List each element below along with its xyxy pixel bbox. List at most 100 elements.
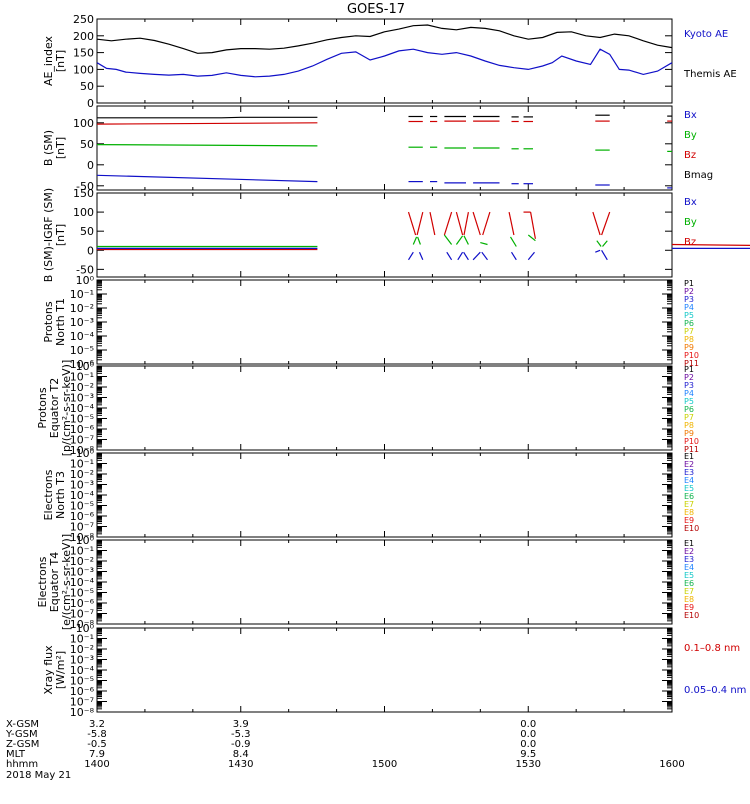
- series-line-by: [602, 240, 608, 247]
- y-tick-label: 0: [87, 159, 94, 172]
- legend-entry: P2: [684, 373, 694, 382]
- series-line-bx: [407, 251, 414, 261]
- legend-entry: P4: [684, 389, 694, 398]
- ephemeris-date: 2018 May 21: [6, 770, 71, 781]
- legend-entry: Bx: [684, 197, 697, 208]
- y-axis-label: [nT]: [54, 137, 67, 159]
- ephemeris-value: 1430: [228, 759, 253, 770]
- ephemeris-value: 0.0: [520, 739, 536, 750]
- legend-entry: P10: [684, 351, 699, 360]
- ephemeris-value: 1500: [372, 759, 397, 770]
- y-axis-label: North T3: [54, 471, 67, 519]
- y-tick-label: 50: [80, 138, 94, 151]
- series-line-bx: [96, 174, 318, 183]
- legend-entry: E10: [684, 611, 699, 620]
- series-line-bz: [463, 211, 469, 236]
- chart-panel-6: 10⁰10⁻¹10⁻²10⁻³10⁻⁴10⁻⁵10⁻⁶10⁻⁷10⁻⁸Elect…: [42, 447, 699, 544]
- panel-legend: Bx By Bz Bmag: [684, 110, 713, 181]
- panel-legend: Kyoto AE Themis AE: [683, 29, 737, 80]
- y-tick-label: 10⁻⁴: [70, 576, 95, 589]
- y-tick-label: 10⁻⁶: [70, 358, 95, 371]
- y-tick-label: 10⁻⁴: [70, 664, 95, 677]
- legend-entry: P4: [684, 303, 694, 312]
- y-axis-label: Protons: [36, 387, 49, 428]
- y-tick-label: 10⁻¹: [70, 545, 94, 558]
- legend-entry: 0.05–0.4 nm: [684, 685, 746, 696]
- y-tick-label: 10⁻⁸: [70, 618, 95, 631]
- panel-frame: [96, 539, 673, 625]
- ephemeris-table: X-GSM 3.2 3.9 0.0 Y-GSM -5.8 -5.3 0.0 Z-GSM -0.5 -…: [5, 719, 685, 781]
- panel-frame: [96, 627, 673, 713]
- legend-entry: E5: [684, 571, 694, 580]
- panel-frame: [96, 452, 673, 538]
- y-tick-label: 10⁰: [76, 534, 95, 547]
- y-tick-label: 10⁻³: [70, 566, 94, 579]
- series-line-by: [96, 144, 318, 147]
- y-tick-label: -50: [76, 263, 94, 276]
- panel-legend: Bx By Bz: [684, 197, 697, 248]
- series-line-bz: [530, 211, 536, 239]
- legend-entry: E7: [684, 587, 694, 596]
- legend-entry: E6: [684, 579, 694, 588]
- y-tick-label: 10⁻¹: [70, 458, 94, 471]
- series-line-bx: [463, 251, 469, 261]
- legend-entry: E10: [684, 524, 699, 533]
- legend-entry: E4: [684, 563, 694, 572]
- series-line-by: [412, 236, 418, 245]
- legend-entry: P1: [684, 279, 694, 288]
- series-line-bz: [482, 211, 491, 236]
- y-axis-label: AE_index: [42, 35, 55, 86]
- y-tick-label: 150: [73, 47, 94, 60]
- ephemeris-value: -5.3: [231, 729, 251, 740]
- y-tick-label: 50: [80, 225, 94, 238]
- y-tick-label: 10⁻⁴: [70, 489, 95, 502]
- y-tick-label: 10⁻⁷: [70, 434, 94, 447]
- legend-entry: P11: [684, 359, 699, 368]
- series-line-bx: [527, 251, 535, 261]
- legend-entry: E7: [684, 500, 694, 509]
- series-line-bx: [418, 251, 424, 261]
- ephemeris-value: 9.5: [520, 749, 536, 760]
- series-line-bz: [96, 122, 318, 125]
- ephemeris-value: -0.5: [87, 739, 107, 750]
- legend-entry: E3: [684, 468, 694, 477]
- legend-entry: P7: [684, 327, 694, 336]
- y-tick-label: 10⁻⁵: [70, 344, 94, 357]
- panel-frame: [96, 279, 673, 365]
- series-line-bx: [472, 251, 481, 261]
- legend-entry: P5: [684, 311, 694, 320]
- legend-entry: E4: [684, 476, 694, 485]
- legend-entry: P7: [684, 413, 694, 422]
- series-line-bx: [601, 249, 608, 261]
- legend-entry: P5: [684, 397, 694, 406]
- chart-panel-2: -50 0 50 100 B (SM) [nT] Bx By Bz Bmag: [42, 105, 713, 193]
- legend-entry: P3: [684, 381, 694, 390]
- y-tick-label: 10⁻⁸: [70, 531, 95, 544]
- ephemeris-row-label: MLT: [6, 749, 26, 760]
- y-tick-label: 100: [73, 63, 94, 76]
- y-tick-label: 10⁻⁶: [70, 510, 95, 523]
- y-tick-label: 10⁰: [76, 447, 95, 460]
- y-tick-label: 10⁻⁵: [70, 500, 94, 513]
- legend-entry: P3: [684, 295, 694, 304]
- series-line-by: [596, 240, 602, 247]
- legend-entry: E9: [684, 516, 694, 525]
- y-tick-label: 10⁻³: [70, 392, 94, 405]
- ephemeris-value: -5.8: [87, 729, 107, 740]
- series-line-bx: [446, 251, 453, 261]
- panel-frame: [96, 192, 673, 278]
- y-tick-label: 10⁻⁶: [70, 597, 95, 610]
- y-tick-label: 150: [73, 187, 94, 200]
- chart-panel-7: 10⁰10⁻¹10⁻²10⁻³10⁻⁴10⁻⁵10⁻⁶10⁻⁷10⁻⁸Elect…: [36, 534, 699, 631]
- legend-entry: By: [684, 217, 697, 228]
- ephemeris-value: 1400: [84, 759, 109, 770]
- panel-legend: 0.1–0.8 nm 0.05–0.4 nm: [684, 643, 746, 696]
- y-tick-label: 10⁻⁷: [70, 521, 94, 534]
- legend-entry: P6: [684, 319, 694, 328]
- y-axis-label: [p/(cm²-s-sr-keV)]: [60, 360, 73, 457]
- legend-entry: 0.1–0.8 nm: [684, 643, 740, 654]
- legend-entry: By: [684, 130, 697, 141]
